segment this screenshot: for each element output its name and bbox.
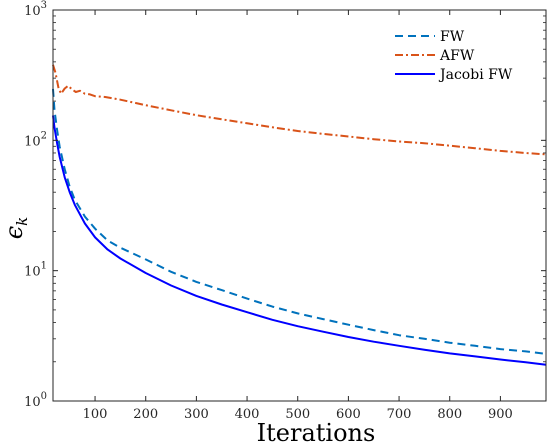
axis-ticks: 100 200 300 400 500 600 700 800 900 100 101 102 103: [24, 0, 546, 422]
x-tick-label: 600: [336, 407, 361, 422]
x-tick-label: 400: [235, 407, 260, 422]
x-tick-label: 500: [285, 407, 310, 422]
x-axis-label: Iterations: [257, 419, 376, 442]
legend-label-afw: AFW: [439, 48, 475, 64]
legend: FW AFW Jacobi FW: [388, 22, 540, 86]
y-axis-label-symbol: ϵ: [0, 226, 28, 239]
svg-text:ϵk: ϵk: [0, 217, 31, 240]
x-tick-label: 900: [488, 407, 513, 422]
y-tick-label: 100: [24, 391, 47, 410]
x-tick-label: 100: [83, 407, 108, 422]
y-axis-label: ϵk: [0, 217, 31, 240]
x-tick-label: 800: [437, 407, 462, 422]
legend-label-jacobi-fw: Jacobi FW: [438, 67, 513, 83]
y-tick-label: 101: [24, 261, 47, 280]
plot-frame: [52, 9, 547, 402]
x-tick-label: 700: [387, 407, 412, 422]
series-line-jacobi-fw: [52, 115, 547, 366]
series-line-fw: [52, 88, 547, 355]
x-tick-label: 200: [133, 407, 158, 422]
y-tick-label: 102: [24, 130, 47, 149]
legend-label-fw: FW: [440, 29, 465, 45]
y-axis-label-subscript: k: [13, 217, 31, 226]
series-line-afw: [52, 64, 547, 156]
plot-lines: [52, 64, 547, 366]
y-tick-label: 103: [24, 0, 47, 19]
x-tick-label: 300: [184, 407, 209, 422]
